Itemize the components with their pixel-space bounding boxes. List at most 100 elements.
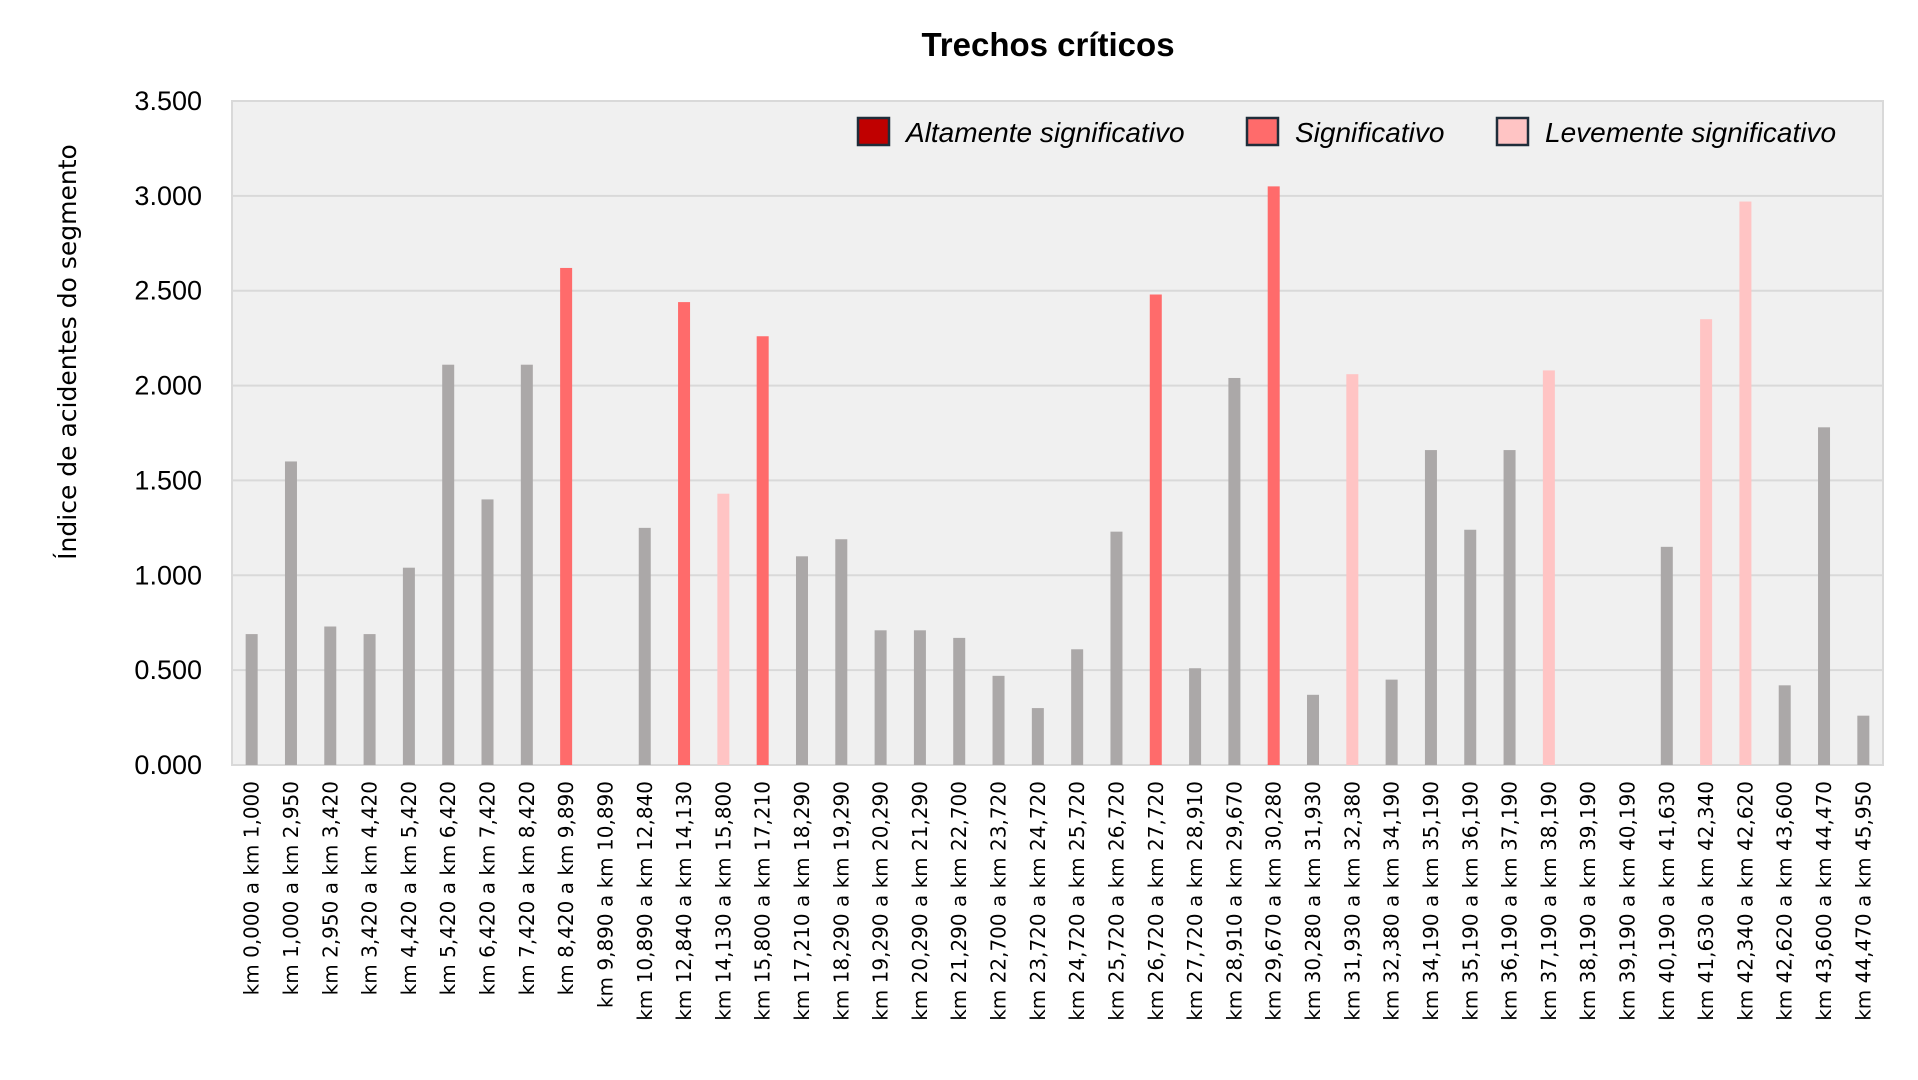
x-tick-label: km 6,420 a km 7,420 (476, 781, 500, 995)
legend-label-sig: Significativo (1295, 117, 1444, 148)
x-tick-label: km 38,190 a km 39,190 (1576, 781, 1600, 1021)
bar (874, 630, 887, 765)
bar (1818, 427, 1831, 765)
x-tick-label: km 19,290 a km 20,290 (869, 781, 893, 1021)
x-tick-label: km 9,890 a km 10,890 (593, 781, 617, 1008)
bar (1857, 715, 1870, 765)
x-tick-label: km 22,700 a km 23,720 (987, 781, 1011, 1021)
x-tick-label: km 18,290 a km 19,290 (829, 781, 853, 1021)
bar (835, 539, 848, 765)
bar (1228, 377, 1241, 765)
x-tick-label: km 34,190 a km 35,190 (1419, 781, 1443, 1021)
bar (1542, 370, 1555, 765)
x-tick-label: km 23,720 a km 24,720 (1026, 781, 1050, 1021)
bar (363, 634, 376, 765)
x-tick-label: km 20,290 a km 21,290 (908, 781, 932, 1021)
x-tick-label: km 35,190 a km 36,190 (1458, 781, 1482, 1021)
x-tick-label: km 0,000 a km 1,000 (240, 781, 264, 995)
x-tick-label: km 32,380 a km 34,190 (1380, 781, 1404, 1021)
bar (560, 267, 573, 765)
bar (1189, 668, 1202, 765)
bar (1424, 450, 1437, 765)
x-tick-label: km 14,130 a km 15,800 (711, 781, 735, 1021)
x-tick-label: km 43,600 a km 44,470 (1812, 781, 1836, 1021)
bar (1346, 374, 1359, 765)
y-tick-label: 2.000 (134, 371, 202, 401)
bar (1071, 649, 1084, 765)
x-tick-label: km 30,280 a km 31,930 (1301, 781, 1325, 1021)
bar (1778, 685, 1791, 765)
legend-label-leve: Levemente significativo (1545, 117, 1836, 148)
y-tick-label: 1.000 (134, 560, 202, 590)
bar (756, 336, 769, 765)
bar (992, 675, 1005, 765)
x-tick-label: km 25,720 a km 26,720 (1104, 781, 1128, 1021)
x-tick-label: km 39,190 a km 40,190 (1615, 781, 1639, 1021)
x-tick-label: km 31,930 a km 32,380 (1340, 781, 1364, 1021)
x-tick-label: km 24,720 a km 25,720 (1065, 781, 1089, 1021)
bar (520, 364, 533, 765)
x-tick-label: km 44,470 a km 45,950 (1851, 781, 1875, 1021)
bar (1307, 694, 1320, 765)
bar (1267, 186, 1280, 765)
bar (245, 634, 258, 765)
x-tick-label: km 7,420 a km 8,420 (515, 781, 539, 995)
bar (953, 637, 966, 765)
bar (795, 556, 808, 765)
y-tick-label: 0.000 (134, 750, 202, 780)
bar (1464, 529, 1477, 765)
bar (1660, 546, 1673, 765)
bar (324, 626, 337, 765)
bar (1739, 201, 1752, 765)
plot-area (231, 100, 1884, 766)
x-tick-label: km 21,290 a km 22,700 (947, 781, 971, 1021)
bar (1385, 679, 1398, 765)
x-tick-label: km 4,420 a km 5,420 (397, 781, 421, 995)
bar (717, 493, 730, 765)
x-tick-label: km 2,950 a km 3,420 (318, 781, 342, 995)
x-tick-label: km 40,190 a km 41,630 (1655, 781, 1679, 1021)
legend-swatch-sig (1245, 116, 1280, 147)
x-tick-label: km 41,630 a km 42,340 (1694, 781, 1718, 1021)
bar (1110, 531, 1123, 765)
x-tick-label: km 42,340 a km 42,620 (1733, 781, 1757, 1021)
bar (1149, 294, 1162, 765)
bar (1700, 319, 1713, 765)
y-tick-label: 1.500 (134, 465, 202, 495)
x-tick-label: km 8,420 a km 9,890 (554, 781, 578, 995)
y-tick-label: 3.500 (134, 86, 202, 116)
bar (284, 461, 297, 765)
bar (1031, 708, 1044, 765)
legend-swatch-leve (1495, 116, 1530, 147)
y-tick-label: 2.500 (134, 276, 202, 306)
x-tick-label: km 26,720 a km 27,720 (1144, 781, 1168, 1021)
legend: Altamente significativo Significativo Leve… (856, 116, 1836, 148)
bar (678, 302, 691, 765)
x-tick-label: km 3,420 a km 4,420 (358, 781, 382, 995)
x-tick-label: km 42,620 a km 43,600 (1773, 781, 1797, 1021)
bar (402, 567, 415, 765)
bar (442, 364, 455, 765)
y-axis-label: Índice de acidentes do segmento (53, 144, 82, 560)
x-tick-label: km 29,670 a km 30,280 (1262, 781, 1286, 1021)
legend-swatch-alta (856, 116, 891, 147)
x-tick-label: km 17,210 a km 18,290 (790, 781, 814, 1021)
bar (1503, 450, 1516, 765)
x-tick-label: km 36,190 a km 37,190 (1498, 781, 1522, 1021)
x-tick-label: km 27,720 a km 28,910 (1183, 781, 1207, 1021)
bar (638, 527, 651, 765)
x-tick-label: km 28,910 a km 29,670 (1222, 781, 1246, 1021)
x-tick-label: km 1,000 a km 2,950 (279, 781, 303, 995)
x-tick-label: km 5,420 a km 6,420 (436, 781, 460, 995)
y-tick-label: 0.500 (134, 655, 202, 685)
bar (481, 499, 494, 765)
x-tick-label: km 12,840 a km 14,130 (672, 781, 696, 1021)
bar (913, 630, 926, 765)
x-tick-label: km 15,800 a km 17,210 (751, 781, 775, 1021)
x-tick-label: km 10,890 a km 12,840 (633, 781, 657, 1021)
legend-label-alta: Altamente significativo (904, 117, 1185, 148)
chart-title: Trechos críticos (921, 26, 1174, 63)
y-tick-label: 3.000 (134, 181, 202, 211)
x-tick-label: km 37,190 a km 38,190 (1537, 781, 1561, 1021)
